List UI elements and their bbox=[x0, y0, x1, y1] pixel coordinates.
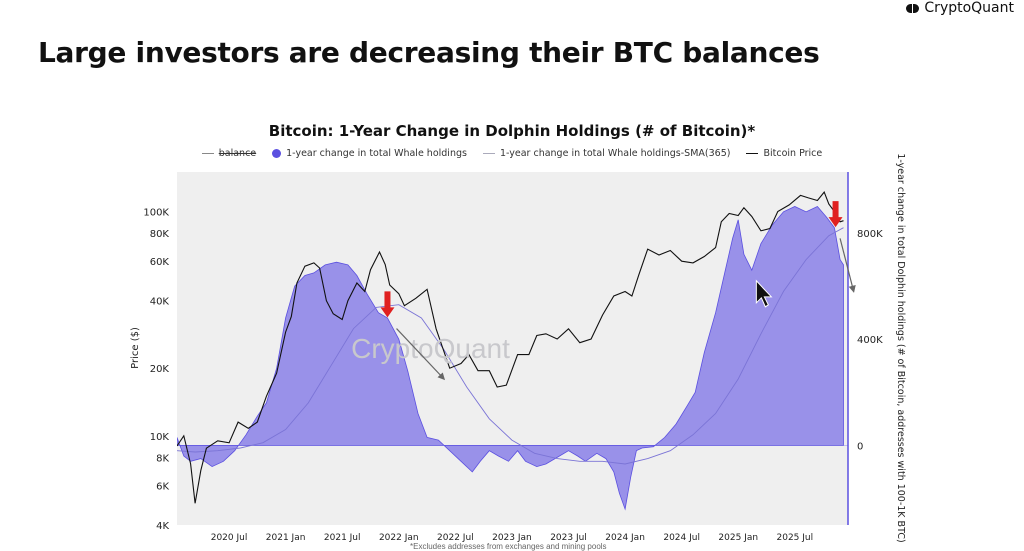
legend-swatch-whale-sma bbox=[482, 153, 495, 154]
x-tick-label: 2021 Jul bbox=[324, 533, 361, 543]
footnote: *Excludes addresses from exchanges and m… bbox=[410, 542, 607, 551]
page-title: Large investors are decreasing their BTC… bbox=[38, 36, 820, 69]
chart-title: Bitcoin: 1-Year Change in Dolphin Holdin… bbox=[268, 122, 756, 140]
bitcoin-price-line bbox=[177, 191, 844, 504]
chart-legend: balance 1-year change in total Whale hol… bbox=[0, 148, 1024, 159]
brand-logo: CryptoQuant bbox=[906, 0, 1014, 16]
x-tick-label: 2022 Jan bbox=[379, 533, 419, 543]
legend-item-bitcoin-price[interactable]: Bitcoin Price bbox=[746, 148, 822, 159]
legend-label-bitcoin-price: Bitcoin Price bbox=[763, 148, 823, 159]
trend-arrow bbox=[839, 238, 856, 293]
x-tick-label: 2025 Jan bbox=[718, 533, 758, 543]
mouse-cursor-icon bbox=[755, 279, 773, 308]
whale-sma-line bbox=[177, 227, 844, 465]
legend-item-balance[interactable]: balance bbox=[201, 148, 257, 159]
x-tick-label: 2023 Jan bbox=[492, 533, 532, 543]
y-right-tick-label: 800K bbox=[857, 229, 883, 240]
legend-label-whale-change: 1-year change in total Whale holdings bbox=[286, 148, 467, 159]
y-left-tick-label: 80K bbox=[150, 229, 170, 240]
legend-label-whale-sma: 1-year change in total Whale holdings-SM… bbox=[499, 148, 731, 159]
plot-series-group bbox=[177, 191, 848, 511]
brand-name: CryptoQuant bbox=[924, 0, 1014, 16]
y-right-axis-title: 1-year change in total Dolphin holdings … bbox=[895, 153, 906, 542]
y-left-tick-label: 100K bbox=[143, 207, 169, 218]
legend-swatch-whale-change bbox=[272, 149, 282, 158]
trend-arrow bbox=[396, 328, 446, 381]
y-left-tick-label: 60K bbox=[150, 257, 170, 268]
red-down-arrow bbox=[828, 201, 843, 228]
y-left-tick-label: 4K bbox=[156, 521, 169, 532]
red-down-arrow bbox=[380, 291, 395, 318]
y-left-tick-label: 20K bbox=[150, 364, 170, 375]
x-tick-label: 2024 Jul bbox=[663, 533, 700, 543]
legend-label-balance: balance bbox=[218, 148, 257, 159]
x-tick-label: 2023 Jul bbox=[550, 533, 587, 543]
x-tick-label: 2022 Jul bbox=[437, 533, 474, 543]
y-right-tick-label: 0 bbox=[857, 441, 863, 452]
y-left-tick-label: 8K bbox=[156, 453, 169, 464]
legend-swatch-balance bbox=[201, 153, 214, 154]
x-tick-label: 2025 Jul bbox=[777, 533, 814, 543]
y-right-tick-label: 400K bbox=[857, 335, 883, 346]
legend-item-whale-change[interactable]: 1-year change in total Whale holdings bbox=[272, 148, 467, 159]
y-left-tick-label: 40K bbox=[150, 297, 170, 308]
cryptoquant-logo-icon bbox=[906, 2, 920, 14]
watermark: CryptoQuant bbox=[351, 333, 510, 364]
legend-swatch-bitcoin-price bbox=[746, 153, 759, 154]
legend-item-whale-sma[interactable]: 1-year change in total Whale holdings-SM… bbox=[482, 148, 731, 159]
y-left-axis-title: Price ($) bbox=[130, 327, 141, 369]
whale-change-area bbox=[177, 206, 844, 511]
x-tick-label: 2020 Jul bbox=[211, 533, 248, 543]
x-tick-label: 2021 Jan bbox=[266, 533, 306, 543]
x-tick-label: 2024 Jan bbox=[605, 533, 645, 543]
y-left-tick-label: 10K bbox=[150, 432, 170, 443]
y-left-tick-label: 6K bbox=[156, 482, 169, 493]
